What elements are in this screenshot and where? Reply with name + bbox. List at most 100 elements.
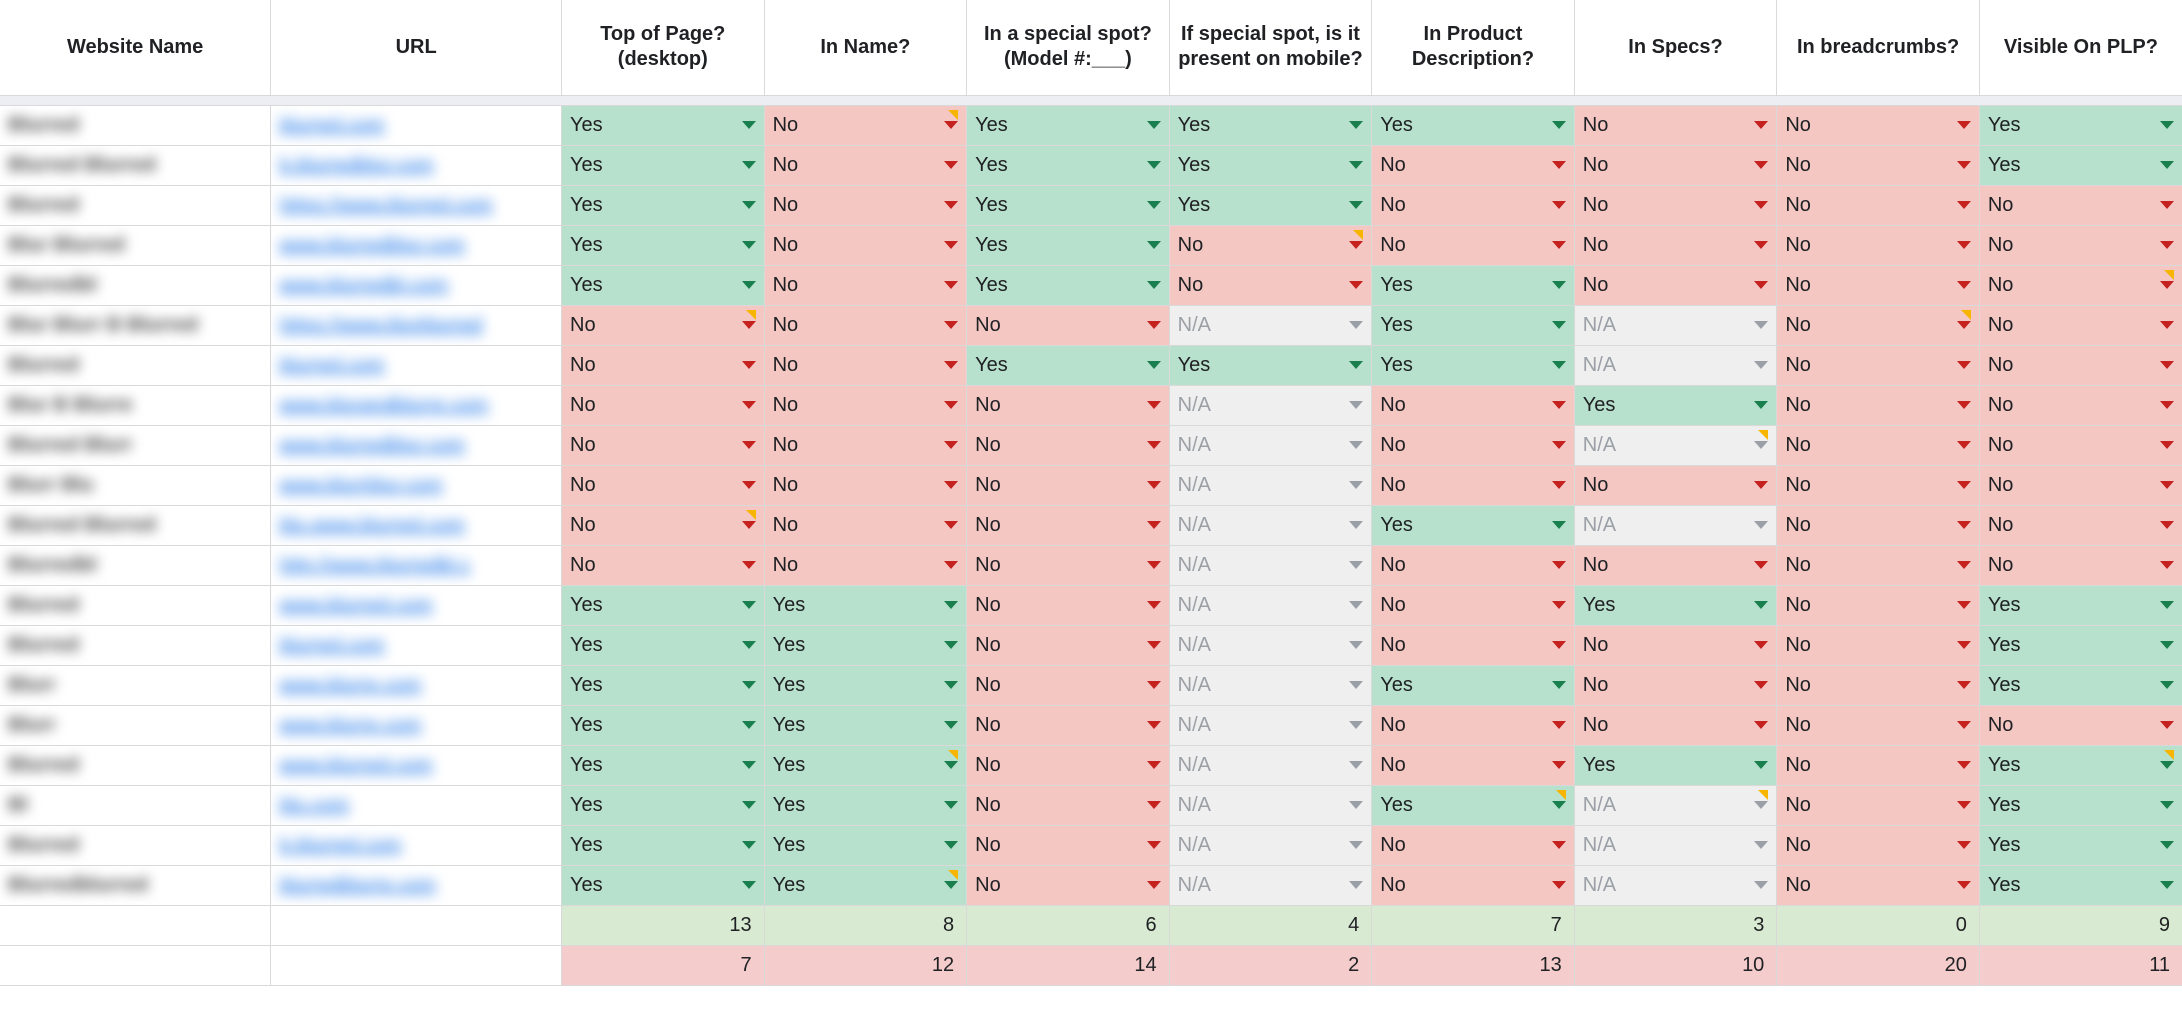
website-name-cell[interactable]: Blurred Blurred bbox=[0, 145, 271, 185]
dropdown-arrow-icon[interactable] bbox=[2160, 521, 2174, 529]
dropdown-arrow-icon[interactable] bbox=[2160, 841, 2174, 849]
dropdown-cell[interactable]: No bbox=[562, 425, 765, 465]
website-name-cell[interactable]: Blurred bbox=[0, 185, 271, 225]
dropdown-cell[interactable]: No bbox=[1574, 545, 1777, 585]
dropdown-arrow-icon[interactable] bbox=[944, 841, 958, 849]
dropdown-arrow-icon[interactable] bbox=[1552, 241, 1566, 249]
dropdown-arrow-icon[interactable] bbox=[1349, 681, 1363, 689]
dropdown-arrow-icon[interactable] bbox=[1147, 441, 1161, 449]
dropdown-arrow-icon[interactable] bbox=[742, 601, 756, 609]
dropdown-cell[interactable]: No bbox=[1574, 465, 1777, 505]
dropdown-arrow-icon[interactable] bbox=[1957, 601, 1971, 609]
dropdown-arrow-icon[interactable] bbox=[944, 641, 958, 649]
url-cell[interactable]: blu.www.blurred.com bbox=[271, 505, 562, 545]
dropdown-arrow-icon[interactable] bbox=[1147, 721, 1161, 729]
dropdown-cell[interactable]: No bbox=[1372, 625, 1575, 665]
dropdown-cell[interactable]: No bbox=[1979, 225, 2182, 265]
dropdown-arrow-icon[interactable] bbox=[1754, 201, 1768, 209]
dropdown-cell[interactable]: Yes bbox=[764, 625, 967, 665]
dropdown-cell[interactable]: No bbox=[1777, 225, 1980, 265]
url-cell[interactable]: www.blurre.com bbox=[271, 665, 562, 705]
dropdown-arrow-icon[interactable] bbox=[1552, 201, 1566, 209]
dropdown-cell[interactable]: Yes bbox=[562, 665, 765, 705]
dropdown-cell[interactable]: Yes bbox=[967, 225, 1170, 265]
url-cell[interactable]: blurred.com bbox=[271, 625, 562, 665]
dropdown-cell[interactable]: Yes bbox=[1169, 145, 1372, 185]
dropdown-arrow-icon[interactable] bbox=[1147, 681, 1161, 689]
url-cell[interactable]: blu.com bbox=[271, 785, 562, 825]
dropdown-arrow-icon[interactable] bbox=[742, 241, 756, 249]
dropdown-cell[interactable]: Yes bbox=[562, 265, 765, 305]
dropdown-arrow-icon[interactable] bbox=[1754, 401, 1768, 409]
url-link[interactable]: blu.www.blurred.com bbox=[279, 514, 465, 536]
dropdown-arrow-icon[interactable] bbox=[1957, 481, 1971, 489]
dropdown-cell[interactable]: No bbox=[1777, 745, 1980, 785]
dropdown-cell[interactable]: No bbox=[562, 545, 765, 585]
comment-indicator-icon[interactable] bbox=[1353, 230, 1363, 240]
dropdown-arrow-icon[interactable] bbox=[1147, 601, 1161, 609]
dropdown-cell[interactable]: N/A bbox=[1169, 465, 1372, 505]
dropdown-cell[interactable]: Yes bbox=[1372, 345, 1575, 385]
column-header[interactable]: In Product Description? bbox=[1372, 0, 1575, 95]
total-cell[interactable]: 10 bbox=[1574, 945, 1777, 985]
url-cell[interactable]: www.blurredblur.com bbox=[271, 225, 562, 265]
dropdown-cell[interactable]: No bbox=[1574, 145, 1777, 185]
total-cell[interactable]: 20 bbox=[1777, 945, 1980, 985]
dropdown-arrow-icon[interactable] bbox=[1957, 881, 1971, 889]
dropdown-cell[interactable]: Yes bbox=[1979, 825, 2182, 865]
total-cell[interactable]: 0 bbox=[1777, 905, 1980, 945]
comment-indicator-icon[interactable] bbox=[1556, 790, 1566, 800]
dropdown-arrow-icon[interactable] bbox=[1552, 441, 1566, 449]
dropdown-arrow-icon[interactable] bbox=[1552, 281, 1566, 289]
dropdown-arrow-icon[interactable] bbox=[1754, 161, 1768, 169]
comment-indicator-icon[interactable] bbox=[1758, 430, 1768, 440]
dropdown-cell[interactable]: No bbox=[764, 465, 967, 505]
dropdown-arrow-icon[interactable] bbox=[1957, 801, 1971, 809]
dropdown-cell[interactable]: No bbox=[764, 545, 967, 585]
dropdown-arrow-icon[interactable] bbox=[1147, 281, 1161, 289]
dropdown-cell[interactable]: No bbox=[562, 305, 765, 345]
dropdown-cell[interactable]: No bbox=[764, 105, 967, 145]
dropdown-arrow-icon[interactable] bbox=[1147, 121, 1161, 129]
dropdown-arrow-icon[interactable] bbox=[1957, 641, 1971, 649]
dropdown-cell[interactable]: Yes bbox=[562, 745, 765, 785]
dropdown-cell[interactable]: N/A bbox=[1169, 305, 1372, 345]
dropdown-cell[interactable]: No bbox=[764, 145, 967, 185]
comment-indicator-icon[interactable] bbox=[1758, 790, 1768, 800]
url-link[interactable]: www.blurredblur.com bbox=[279, 234, 465, 256]
dropdown-cell[interactable]: Yes bbox=[764, 825, 967, 865]
dropdown-cell[interactable]: No bbox=[967, 465, 1170, 505]
website-name-cell[interactable]: Blurr bbox=[0, 705, 271, 745]
dropdown-arrow-icon[interactable] bbox=[1957, 761, 1971, 769]
dropdown-arrow-icon[interactable] bbox=[1147, 241, 1161, 249]
dropdown-cell[interactable]: N/A bbox=[1574, 345, 1777, 385]
dropdown-arrow-icon[interactable] bbox=[742, 441, 756, 449]
url-cell[interactable]: b.blurred.com bbox=[271, 825, 562, 865]
dropdown-arrow-icon[interactable] bbox=[1957, 441, 1971, 449]
dropdown-arrow-icon[interactable] bbox=[1349, 441, 1363, 449]
dropdown-arrow-icon[interactable] bbox=[1147, 881, 1161, 889]
total-cell[interactable]: 14 bbox=[967, 945, 1170, 985]
dropdown-arrow-icon[interactable] bbox=[944, 201, 958, 209]
dropdown-cell[interactable]: No bbox=[967, 385, 1170, 425]
dropdown-arrow-icon[interactable] bbox=[742, 841, 756, 849]
dropdown-arrow-icon[interactable] bbox=[1349, 321, 1363, 329]
website-name-cell[interactable]: Blurred Blurred bbox=[0, 505, 271, 545]
dropdown-cell[interactable]: Yes bbox=[1372, 665, 1575, 705]
dropdown-cell[interactable]: Yes bbox=[1372, 785, 1575, 825]
website-name-cell[interactable]: Blurr bbox=[0, 665, 271, 705]
dropdown-arrow-icon[interactable] bbox=[2160, 161, 2174, 169]
dropdown-arrow-icon[interactable] bbox=[1957, 721, 1971, 729]
comment-indicator-icon[interactable] bbox=[746, 310, 756, 320]
total-cell[interactable]: 4 bbox=[1169, 905, 1372, 945]
dropdown-arrow-icon[interactable] bbox=[1754, 561, 1768, 569]
website-name-cell[interactable]: Bl bbox=[0, 785, 271, 825]
dropdown-arrow-icon[interactable] bbox=[1754, 281, 1768, 289]
comment-indicator-icon[interactable] bbox=[2164, 750, 2174, 760]
dropdown-arrow-icon[interactable] bbox=[1552, 561, 1566, 569]
dropdown-arrow-icon[interactable] bbox=[742, 641, 756, 649]
dropdown-cell[interactable]: N/A bbox=[1169, 825, 1372, 865]
dropdown-cell[interactable]: Yes bbox=[1979, 105, 2182, 145]
dropdown-cell[interactable]: No bbox=[967, 865, 1170, 905]
dropdown-arrow-icon[interactable] bbox=[742, 481, 756, 489]
